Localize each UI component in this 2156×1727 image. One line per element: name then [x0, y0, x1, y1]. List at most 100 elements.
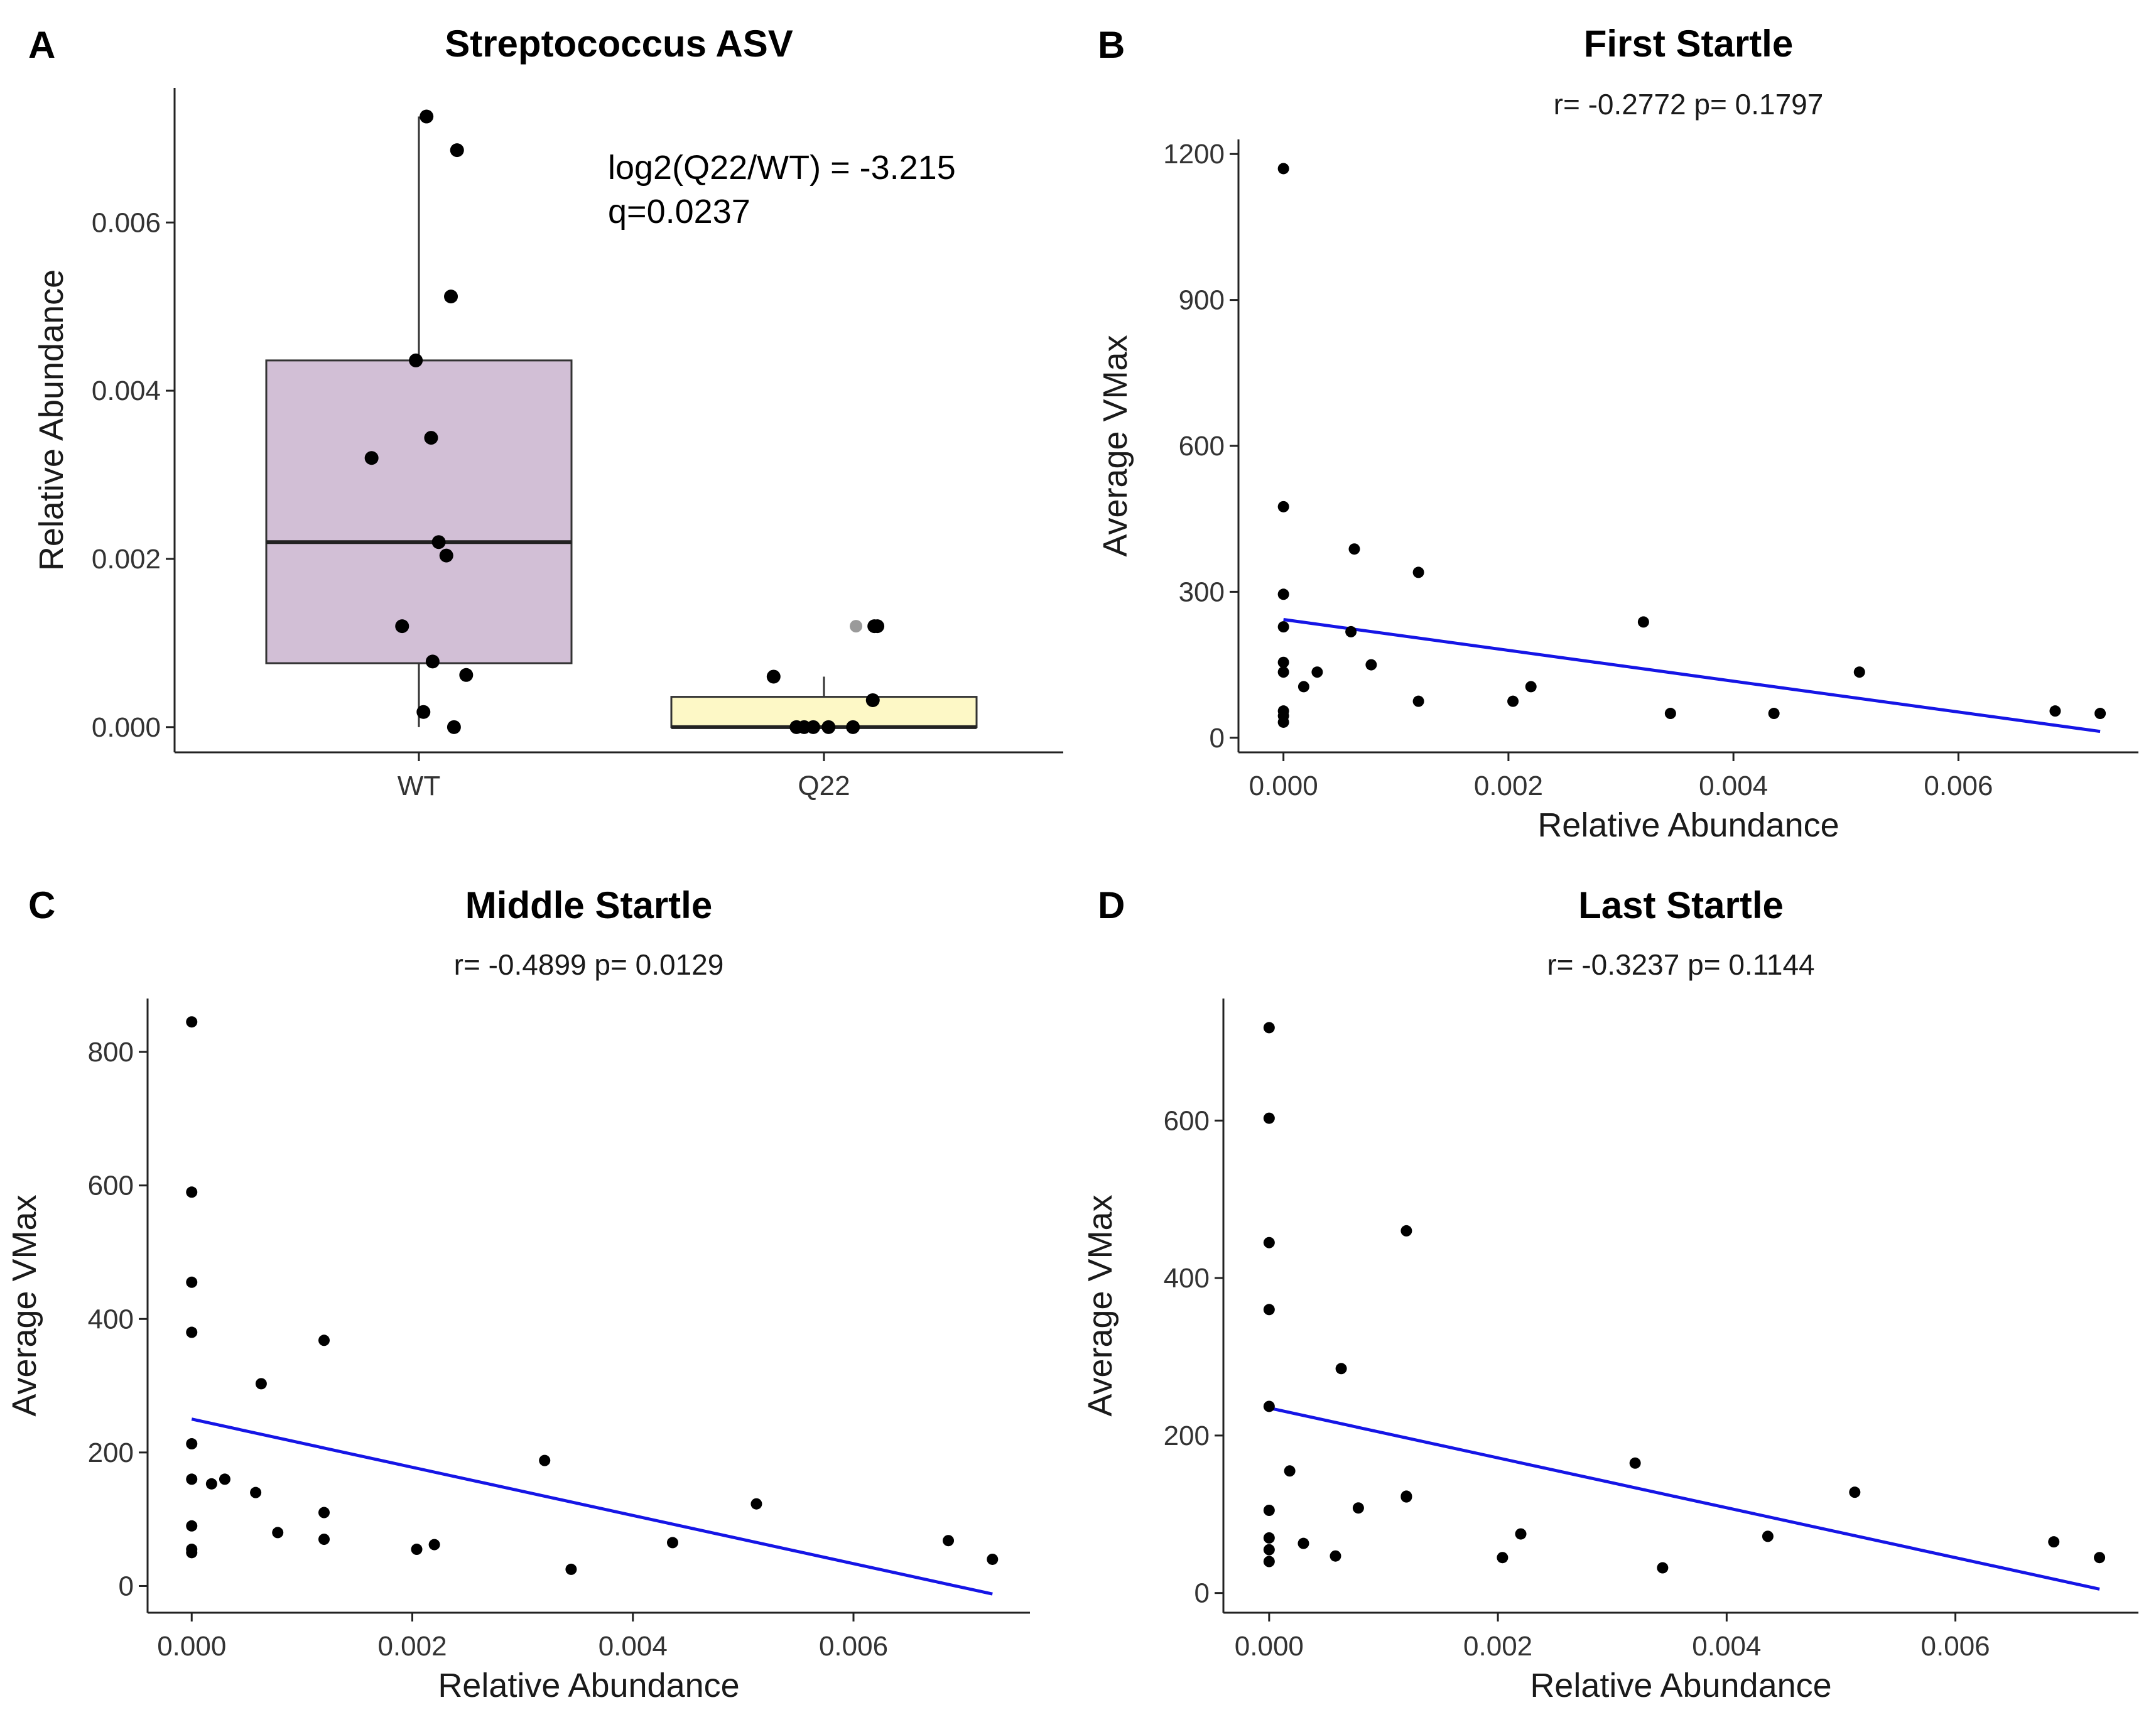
x-axis-label: Relative Abundance [438, 1667, 739, 1704]
data-point [1853, 666, 1865, 678]
data-point [1263, 1237, 1275, 1248]
panel-letter: D [1098, 884, 1125, 926]
data-point [186, 1326, 198, 1338]
data-point [219, 1473, 230, 1485]
y-tick-label: 400 [1164, 1263, 1210, 1294]
data-point [1768, 708, 1780, 720]
y-tick-label: 0 [1210, 723, 1225, 754]
y-axis-label: Average VMax [6, 1194, 43, 1416]
data-point [1277, 621, 1289, 633]
panel-letter: B [1098, 24, 1125, 66]
trend-line [1283, 618, 2101, 734]
x-tick-label: 0.000 [1249, 771, 1318, 801]
data-point [186, 1520, 198, 1532]
data-point [411, 1544, 423, 1556]
data-point [186, 1438, 198, 1450]
data-point [1637, 616, 1649, 628]
x-tick-label: 0.002 [1474, 771, 1543, 801]
data-point [1277, 163, 1289, 175]
x-tick-label: 0.006 [819, 1631, 888, 1662]
data-point [395, 619, 409, 634]
data-point [865, 693, 880, 707]
data-point [750, 1498, 762, 1510]
data-point [1330, 1550, 1341, 1562]
data-point [1277, 666, 1289, 678]
panel-subtitle: r= -0.3237 p= 0.1144 [1547, 948, 1814, 981]
x-tick-label: 0.004 [1692, 1631, 1761, 1662]
panel-title: Middle Startle [465, 884, 712, 926]
y-tick-label: 200 [88, 1437, 134, 1468]
data-point [1507, 695, 1519, 707]
data-point [1263, 1505, 1275, 1516]
data-point [272, 1527, 284, 1539]
data-point [539, 1454, 551, 1466]
data-point [186, 1276, 198, 1288]
data-point [666, 1537, 678, 1549]
x-tick-label: 0.002 [1463, 1631, 1532, 1662]
data-point [565, 1563, 577, 1575]
y-tick-label: 0 [119, 1571, 134, 1601]
trend-line [1269, 1406, 2100, 1591]
box-wt [265, 359, 573, 664]
annotation-q: q=0.0237 [608, 193, 750, 230]
data-point [1412, 695, 1424, 707]
data-point [1345, 625, 1357, 637]
x-tick-label: 0.004 [599, 1631, 668, 1662]
y-tick-label: 0.004 [92, 376, 161, 406]
data-point [431, 535, 446, 550]
y-tick-label: 0.006 [92, 207, 161, 238]
data-point [318, 1534, 330, 1546]
data-point [439, 548, 453, 563]
panel-letter: C [28, 884, 55, 926]
panel-title: Last Startle [1578, 884, 1784, 926]
data-point [2049, 705, 2061, 717]
data-point [1400, 1491, 1412, 1503]
data-point [1762, 1530, 1774, 1542]
y-tick-label: 900 [1179, 285, 1225, 316]
data-point [318, 1334, 330, 1346]
x-tick-label: Q22 [798, 771, 850, 801]
data-point [1629, 1457, 1641, 1469]
data-point [2094, 1552, 2106, 1564]
data-point [1352, 1502, 1364, 1514]
x-tick-label: WT [398, 771, 440, 801]
data-point [425, 654, 440, 669]
data-point [1515, 1528, 1527, 1540]
data-point [186, 1186, 198, 1198]
data-point [416, 705, 431, 719]
data-point [1263, 1400, 1275, 1412]
panel-c: C Middle Startle r= -0.4899 p= 0.0129 0 200 4… [6, 884, 1030, 1704]
y-tick-label: 0 [1194, 1578, 1210, 1609]
data-point [1263, 1022, 1275, 1034]
data-point [1263, 1544, 1275, 1556]
data-point [821, 720, 836, 734]
y-tick-label: 1200 [1163, 139, 1225, 170]
y-axis-label: Average VMax [1081, 1194, 1119, 1416]
data-point [987, 1553, 999, 1565]
x-tick-label: 0.004 [1699, 771, 1768, 801]
x-tick-label: 0.000 [157, 1631, 226, 1662]
data-point [2048, 1536, 2060, 1548]
data-point [1263, 1532, 1275, 1544]
data-point [444, 290, 458, 304]
data-point [255, 1378, 267, 1390]
data-point [1277, 588, 1289, 600]
data-point [447, 720, 461, 734]
data-point [1297, 681, 1309, 693]
x-axis-label: Relative Abundance [1530, 1667, 1831, 1704]
y-tick-label: 600 [1179, 431, 1225, 462]
data-point [1277, 716, 1289, 728]
data-point [186, 1016, 198, 1028]
y-tick-label: 400 [88, 1304, 134, 1334]
y-axis-label: Relative Abundance [33, 269, 70, 571]
data-point [1277, 656, 1289, 668]
data-point [409, 353, 423, 367]
data-point [766, 669, 781, 684]
data-point [1297, 1537, 1309, 1549]
data-point [1263, 1556, 1275, 1567]
data-point [806, 720, 820, 734]
data-point [186, 1547, 198, 1559]
data-point [1263, 1304, 1275, 1316]
data-point [2094, 708, 2106, 720]
